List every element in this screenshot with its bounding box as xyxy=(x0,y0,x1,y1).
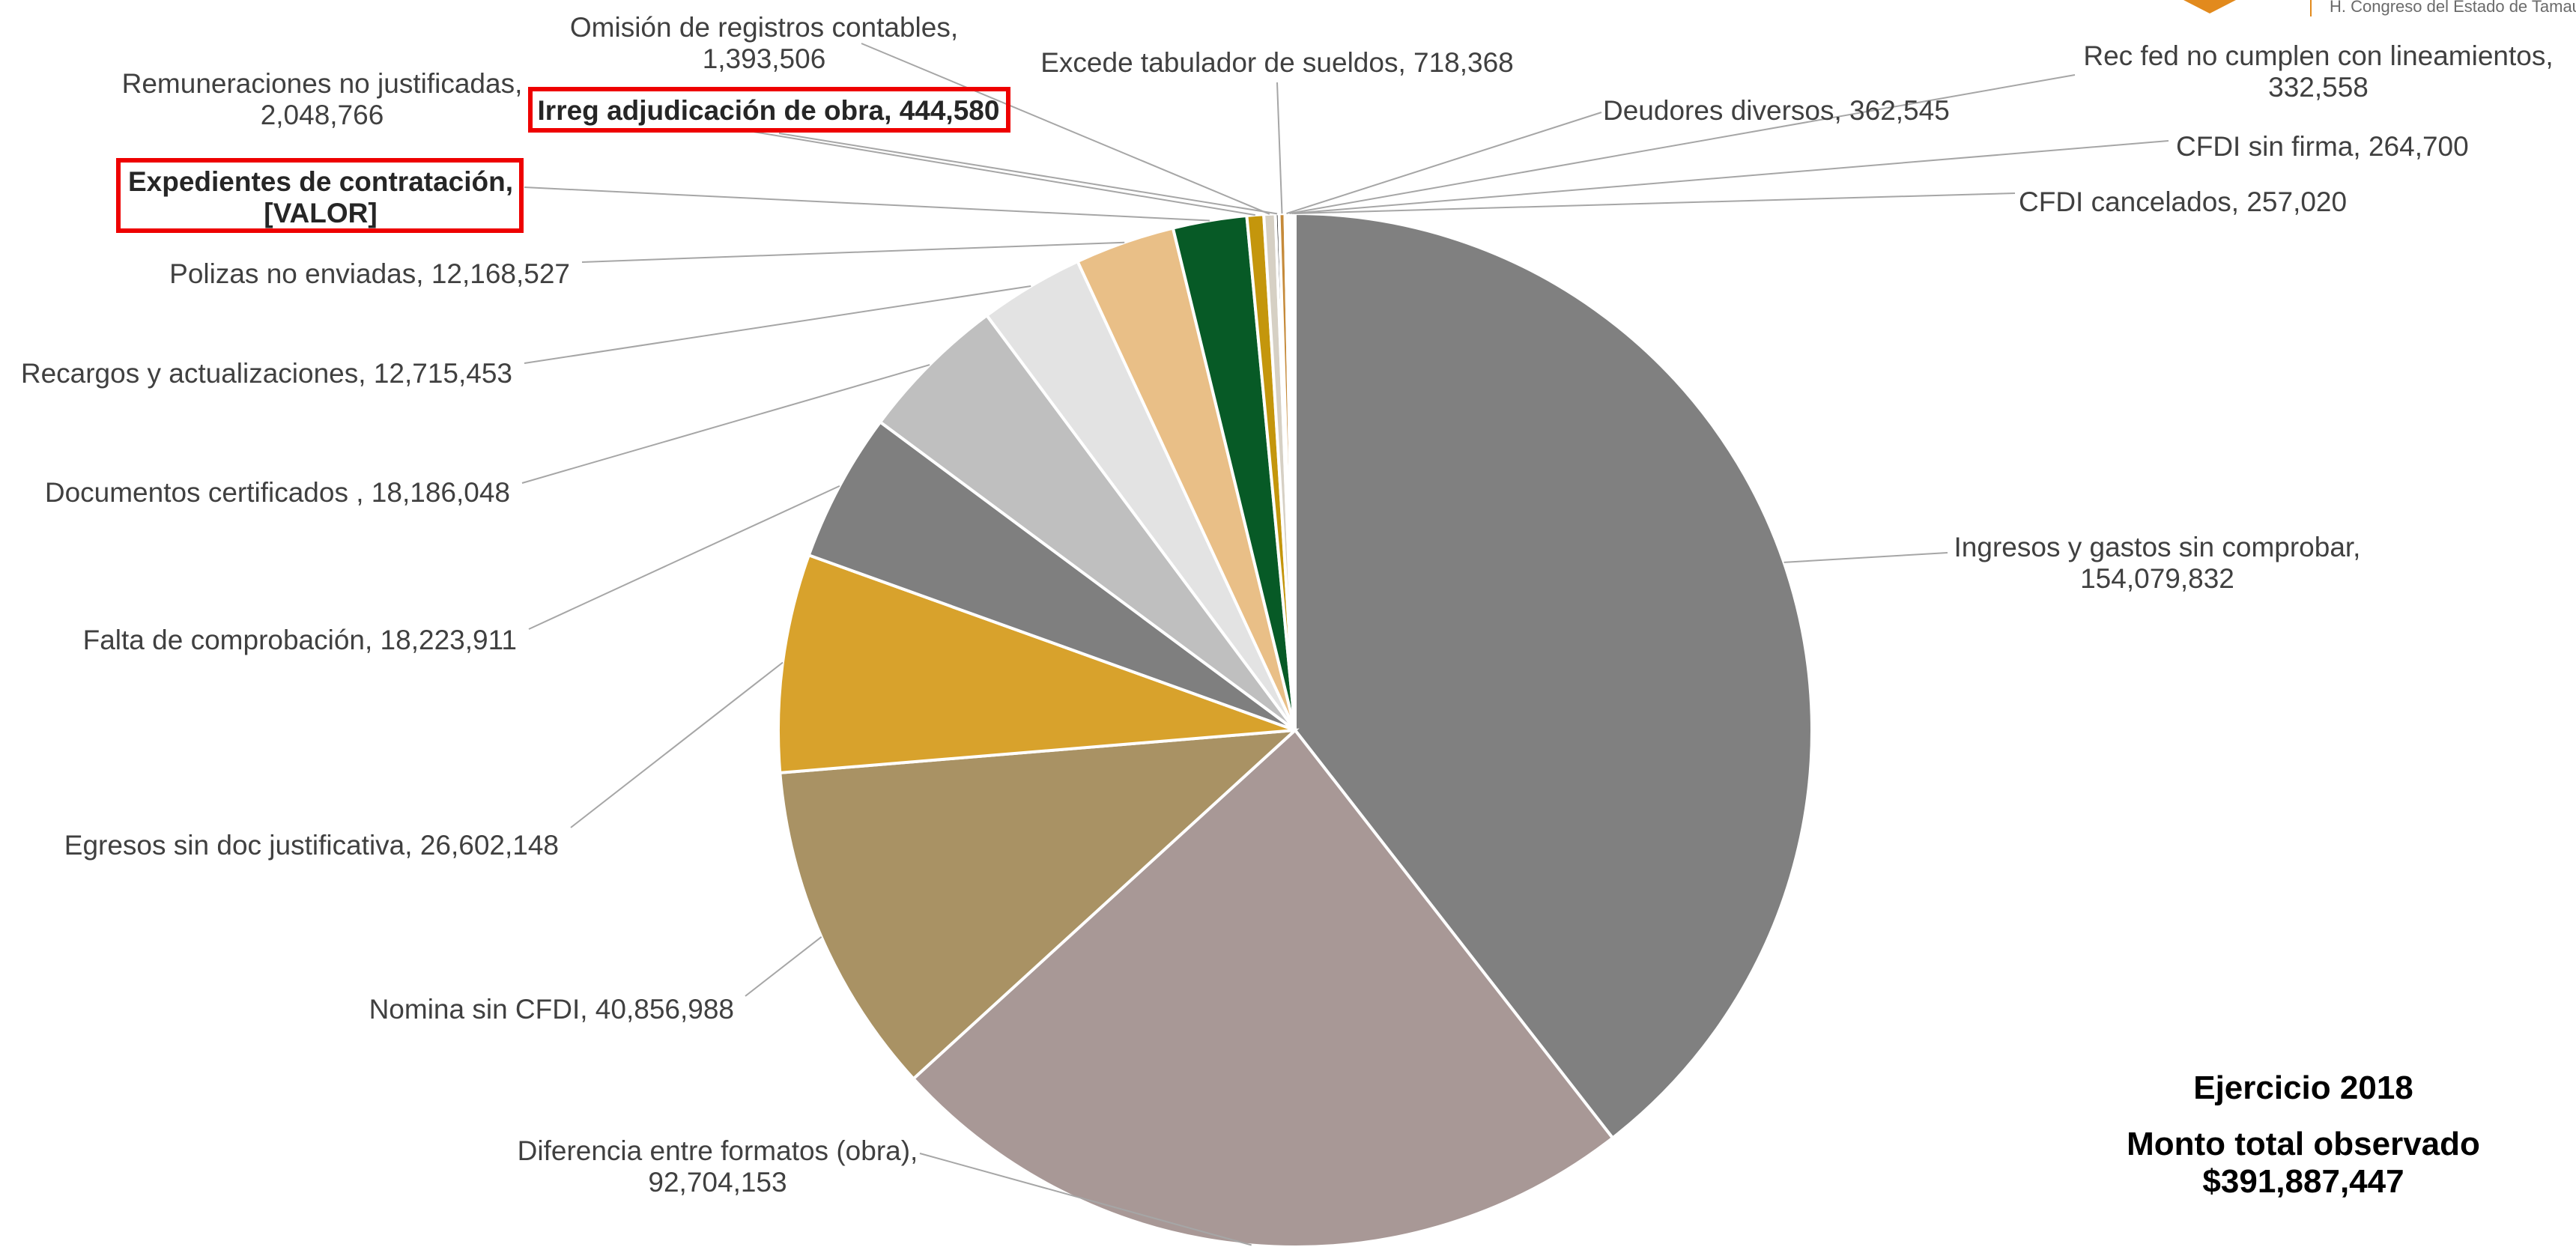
slice-label-name-5: Falta de comprobación, 18,223,911 xyxy=(83,625,517,655)
leader-line-17 xyxy=(1294,192,2016,214)
slice-label-name-8: Polizas no enviadas, 12,168,527 xyxy=(169,258,570,289)
slice-label-value-2: 92,704,153 xyxy=(648,1167,787,1198)
leader-line-14 xyxy=(1286,112,1602,215)
summary-total-label: Monto total observado xyxy=(2127,1126,2480,1162)
leader-line-15 xyxy=(1289,74,2076,214)
slice-label-value-10: 2,048,766 xyxy=(261,100,384,130)
logo-text: H. Congreso del Estado de Tamau xyxy=(2330,0,2576,16)
slice-label-name-10: Remuneraciones no justificadas, xyxy=(122,68,523,99)
slice-label-name-2: Diferencia entre formatos (obra), xyxy=(518,1135,918,1166)
highlight-boxes xyxy=(116,87,1010,233)
slice-label-name-12: Irreg adjudicación de obra, 444,580 xyxy=(538,95,1000,126)
highlight-box-12 xyxy=(528,87,1010,133)
leader-line-11 xyxy=(861,43,1270,215)
slice-label-15: Rec fed no cumplen con lineamientos, 332,… xyxy=(2083,40,2553,103)
leader-line-12 xyxy=(778,133,1278,215)
leader-line-8 xyxy=(581,241,1125,263)
slice-label-name-1: Ingresos y gastos sin comprobar, xyxy=(1954,532,2361,562)
slice-label-4: Egresos sin doc justificativa, 26,602,14… xyxy=(64,830,559,861)
slice-label-value-11: 1,393,506 xyxy=(703,43,826,74)
slice-label-name-16: CFDI sin firma, 264,700 xyxy=(2176,131,2469,162)
pie-slice-2 xyxy=(911,728,1615,1247)
leader-line-4 xyxy=(570,661,784,828)
slice-label-1: Ingresos y gastos sin comprobar, 154,079,… xyxy=(1954,532,2361,594)
slice-label-16: CFDI sin firma, 264,700 xyxy=(2176,131,2469,162)
leader-line-16 xyxy=(1291,140,2169,214)
pie-slice-3 xyxy=(778,728,1300,1081)
slice-label-11: Omisión de registros contables, 1,393,506 xyxy=(570,12,958,74)
slice-label-9: Expedientes de contratación, [VALOR] xyxy=(128,166,513,228)
leader-line-9 xyxy=(524,186,1210,222)
slice-label-17: CFDI cancelados, 257,020 xyxy=(2019,186,2347,217)
slice-label-name-7: Recargos y actualizaciones, 12,715,453 xyxy=(21,358,512,389)
logo: H. Congreso del Estado de Tamau xyxy=(2183,0,2576,16)
slice-labels: Ingresos y gastos sin comprobar, 154,079,… xyxy=(21,12,2554,1198)
slice-label-13: Excede tabulador de sueldos, 718,368 xyxy=(1040,47,1514,78)
slice-label-value-9: [VALOR] xyxy=(264,198,377,228)
slice-label-6: Documentos certificados , 18,186,048 xyxy=(45,477,510,508)
summary-total-value: $391,887,447 xyxy=(2202,1163,2404,1200)
slice-label-name-4: Egresos sin doc justificativa, 26,602,14… xyxy=(64,830,559,861)
slice-label-5: Falta de comprobación, 18,223,911 xyxy=(83,625,517,655)
slice-label-name-6: Documentos certificados , 18,186,048 xyxy=(45,477,510,508)
slice-label-name-9: Expedientes de contratación, xyxy=(128,166,513,197)
leader-line-13 xyxy=(1276,82,1283,214)
slice-label-name-13: Excede tabulador de sueldos, 718,368 xyxy=(1040,47,1514,78)
highlight-box-9 xyxy=(116,158,524,233)
pie-slice-5 xyxy=(807,419,1297,732)
summary-block: Ejercicio 2018 Monto total observado $39… xyxy=(2127,1069,2480,1200)
slice-label-name-14: Deudores diversos, 362,545 xyxy=(1603,95,1950,126)
slice-label-name-3: Nomina sin CFDI, 40,856,988 xyxy=(369,994,734,1025)
slice-label-12: Irreg adjudicación de obra, 444,580 xyxy=(538,95,1000,126)
pie-slice-1 xyxy=(1294,211,1813,1141)
slice-label-14: Deudores diversos, 362,545 xyxy=(1603,95,1950,126)
slice-label-name-15: Rec fed no cumplen con lineamientos, xyxy=(2083,40,2553,71)
leader-line-3 xyxy=(745,936,822,997)
leader-line-7 xyxy=(524,285,1031,364)
summary-year: Ejercicio 2018 xyxy=(2193,1069,2413,1106)
slice-label-3: Nomina sin CFDI, 40,856,988 xyxy=(369,994,734,1025)
slice-label-2: Diferencia entre formatos (obra), 92,704,… xyxy=(518,1135,918,1198)
slice-label-value-1: 154,079,832 xyxy=(2080,563,2234,594)
leader-line-1 xyxy=(1783,552,1948,563)
slice-label-name-17: CFDI cancelados, 257,020 xyxy=(2019,186,2347,217)
leader-line-2 xyxy=(919,1153,1252,1246)
logo-emblem-icon xyxy=(2183,0,2236,13)
leader-line-10 xyxy=(748,130,1255,216)
slice-label-value-15: 332,558 xyxy=(2268,72,2369,103)
leader-line-5 xyxy=(528,485,840,630)
slice-label-name-11: Omisión de registros contables, xyxy=(570,12,958,43)
slice-label-10: Remuneraciones no justificadas, 2,048,766 xyxy=(122,68,523,130)
pie-slices xyxy=(776,211,1813,1247)
leader-line-6 xyxy=(521,364,930,484)
slice-label-7: Recargos y actualizaciones, 12,715,453 xyxy=(21,358,512,389)
slice-label-8: Polizas no enviadas, 12,168,527 xyxy=(169,258,570,289)
leader-lines xyxy=(521,43,2169,1246)
